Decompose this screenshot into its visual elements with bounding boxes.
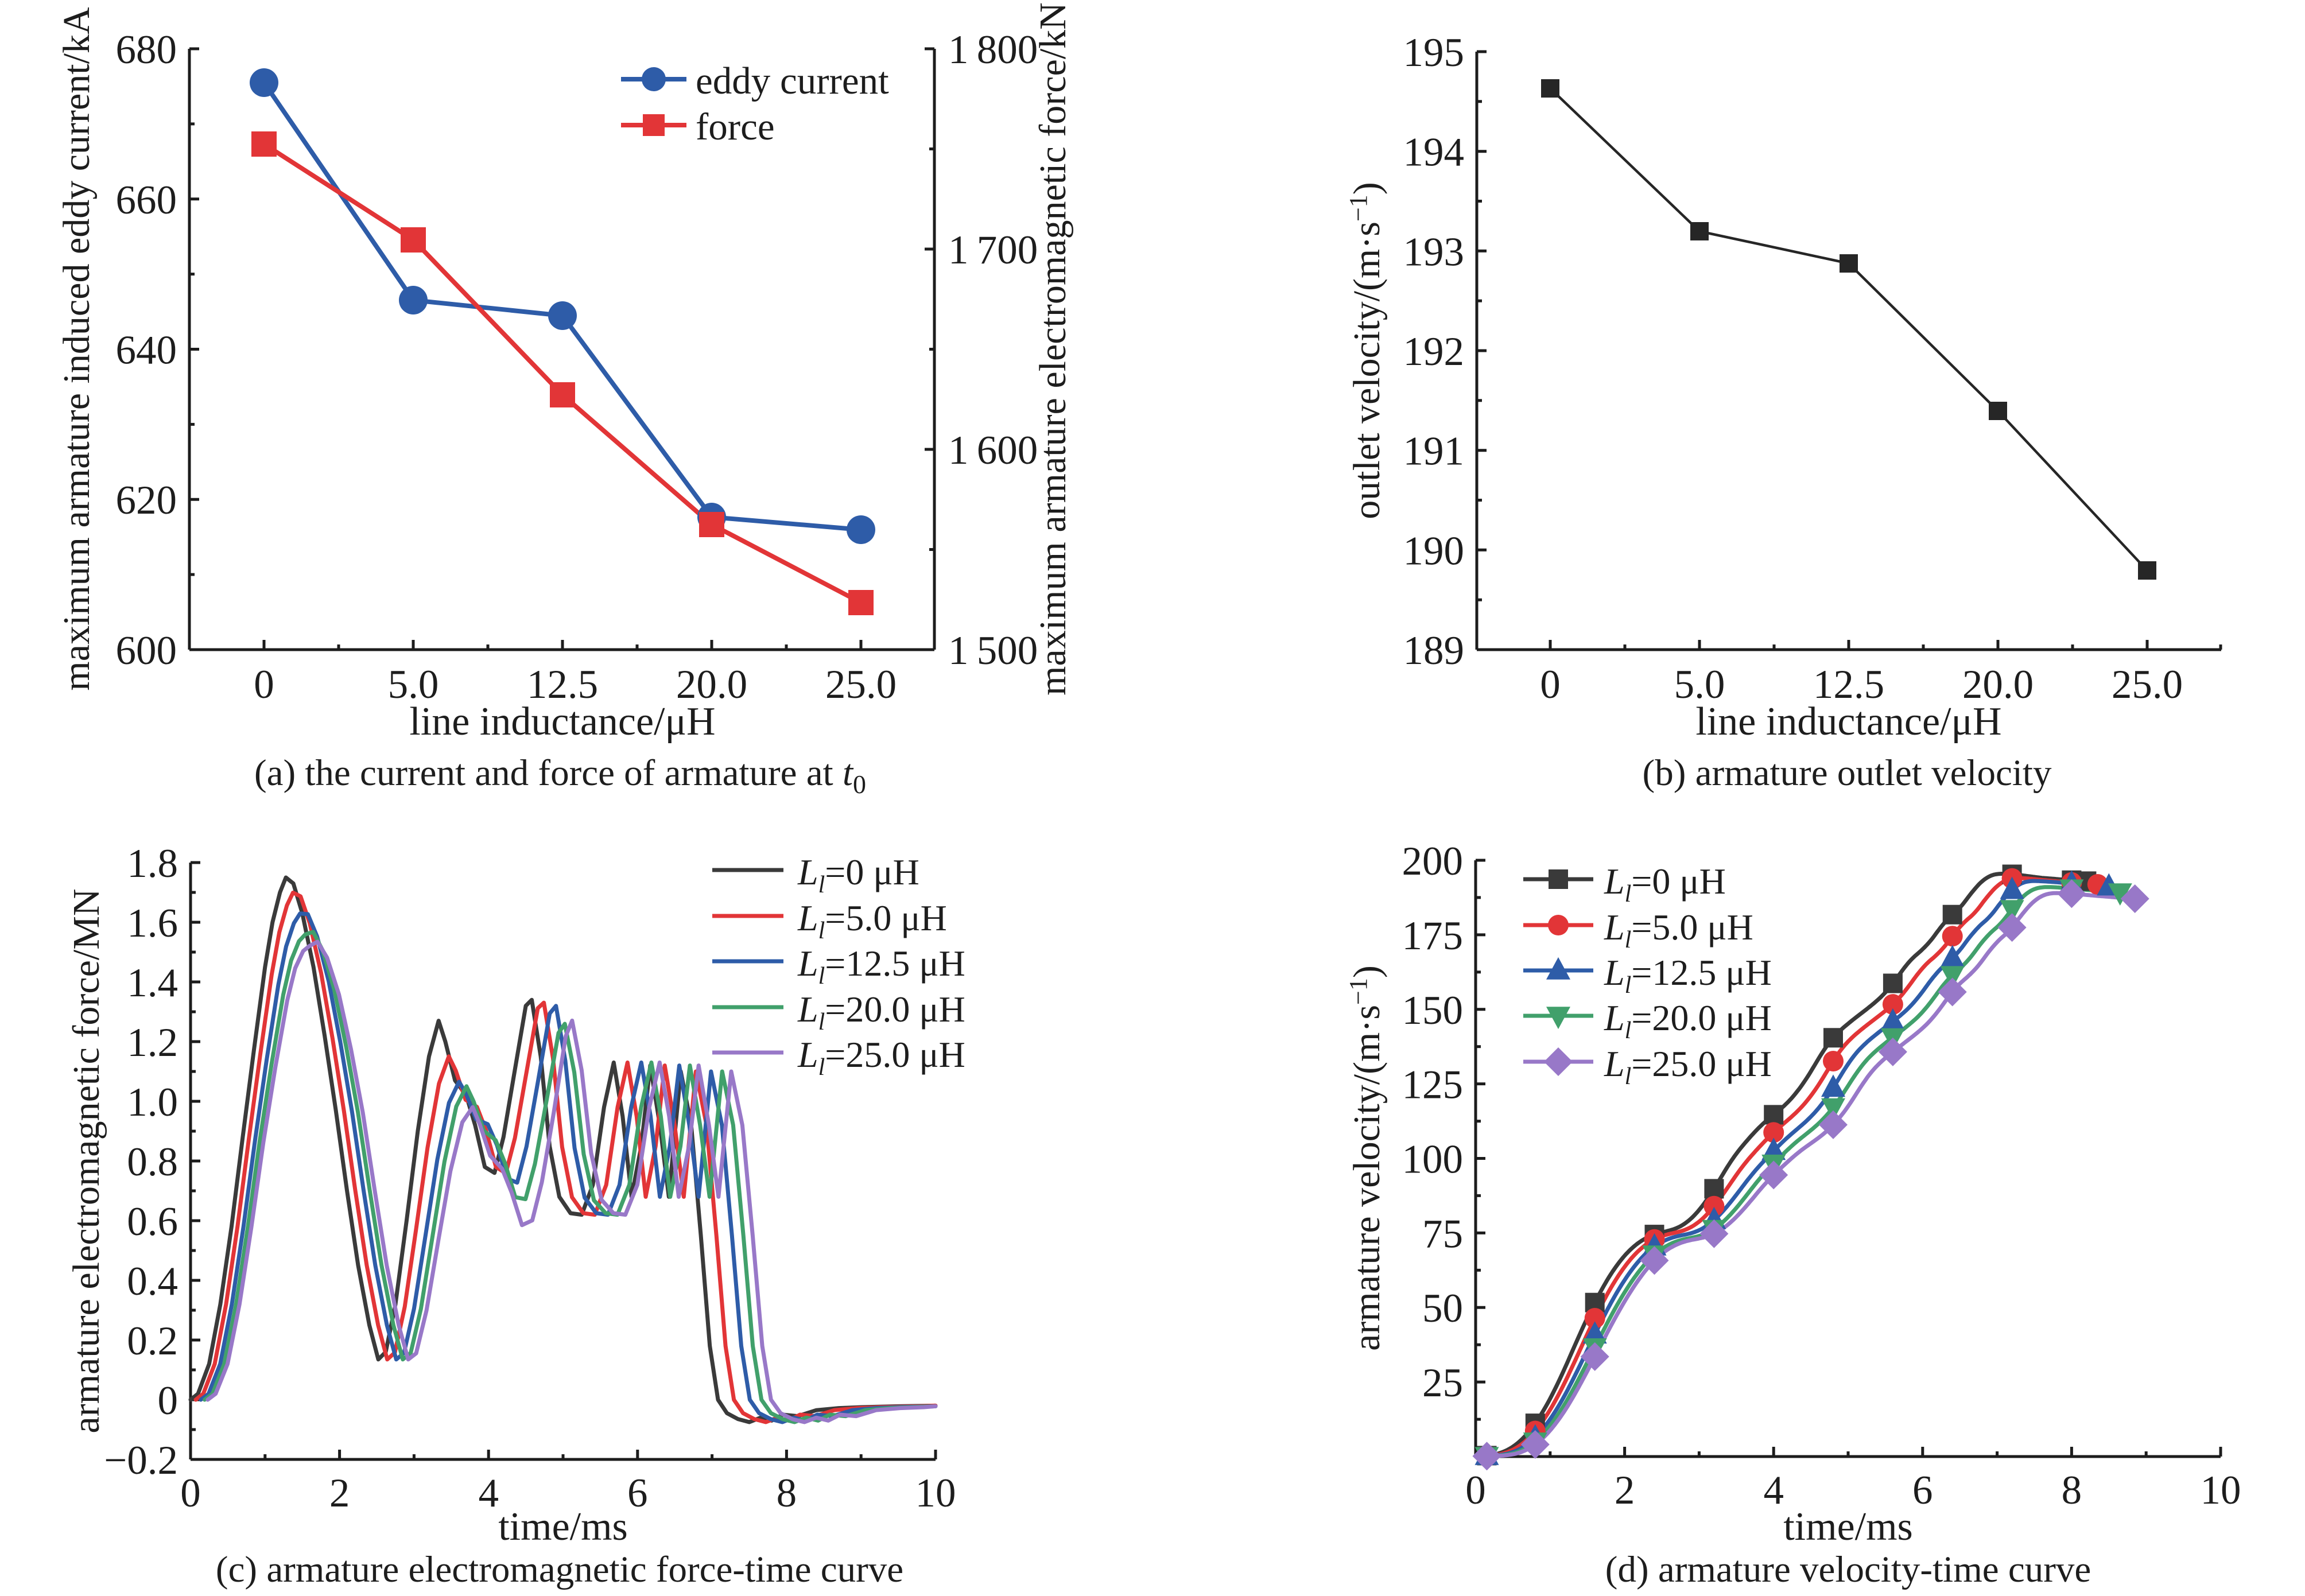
svg-text:175: 175 [1402,914,1464,958]
svg-text:outlet velocity/(m·s−1): outlet velocity/(m·s−1) [1344,182,1388,519]
svg-text:Ll=25.0 μH: Ll=25.0 μH [1604,1043,1772,1090]
svg-text:190: 190 [1403,529,1465,573]
svg-text:Ll=12.5 μH: Ll=12.5 μH [797,943,965,989]
svg-text:4: 4 [478,1471,499,1516]
svg-text:0: 0 [1540,662,1561,707]
svg-text:1 600: 1 600 [948,428,1038,473]
svg-text:6: 6 [1912,1468,1933,1513]
svg-text:25.0: 25.0 [2112,662,2183,707]
svg-text:20.0: 20.0 [1962,662,2034,707]
svg-text:1.4: 1.4 [127,961,178,1005]
svg-text:195: 195 [1403,30,1465,75]
svg-text:eddy current: eddy current [696,60,889,102]
svg-text:600: 600 [116,628,177,673]
svg-text:2: 2 [1615,1468,1635,1513]
svg-text:200: 200 [1402,839,1464,884]
svg-text:time/ms: time/ms [498,1505,628,1549]
svg-text:1.2: 1.2 [127,1020,178,1065]
svg-text:125: 125 [1402,1063,1464,1108]
svg-text:0.4: 0.4 [127,1259,178,1304]
svg-text:1 500: 1 500 [948,628,1038,673]
svg-text:1 800: 1 800 [948,28,1038,72]
svg-text:193: 193 [1403,230,1465,274]
svg-text:(d) armature velocity-time cur: (d) armature velocity-time curve [1605,1549,2091,1590]
svg-text:640: 640 [116,328,177,373]
svg-text:Ll=25.0 μH: Ll=25.0 μH [797,1034,965,1081]
svg-text:(c) armature electromagnetic f: (c) armature electromagnetic force-time … [216,1549,903,1590]
svg-text:Ll=0 μH: Ll=0 μH [1604,861,1726,907]
svg-text:680: 680 [116,28,177,72]
svg-text:191: 191 [1403,429,1465,474]
svg-text:194: 194 [1403,130,1465,175]
svg-text:0: 0 [1465,1468,1486,1513]
svg-text:Ll=5.0 μH: Ll=5.0 μH [797,898,947,944]
svg-text:0.6: 0.6 [127,1199,178,1244]
svg-text:150: 150 [1402,988,1464,1033]
svg-text:0: 0 [180,1471,201,1516]
svg-text:Ll=12.5 μH: Ll=12.5 μH [1604,952,1772,999]
svg-text:time/ms: time/ms [1783,1505,1913,1549]
svg-text:line inductance/μH: line inductance/μH [409,700,715,744]
svg-text:620: 620 [116,478,177,523]
svg-text:100: 100 [1402,1137,1464,1182]
svg-text:189: 189 [1403,628,1465,673]
svg-text:10: 10 [915,1471,956,1516]
svg-text:(b) armature outlet velocity: (b) armature outlet velocity [1643,752,2052,794]
svg-text:armature velocity/(m·s−1): armature velocity/(m·s−1) [1344,965,1388,1351]
svg-text:2: 2 [329,1471,350,1516]
svg-text:Ll=20.0 μH: Ll=20.0 μH [1604,997,1772,1044]
svg-text:8: 8 [777,1471,797,1516]
svg-text:25.0: 25.0 [825,662,897,707]
svg-text:0: 0 [158,1378,178,1423]
svg-text:5.0: 5.0 [388,662,439,707]
svg-text:660: 660 [116,178,177,223]
svg-text:8: 8 [2062,1468,2082,1513]
svg-text:Ll=0 μH: Ll=0 μH [797,852,919,898]
svg-text:(a) the current and force of a: (a) the current and force of armature at… [254,752,866,799]
svg-text:25: 25 [1422,1361,1463,1405]
svg-text:12.5: 12.5 [1813,662,1884,707]
svg-text:0: 0 [254,662,274,707]
svg-text:192: 192 [1403,329,1465,374]
svg-text:6: 6 [627,1471,648,1516]
svg-text:force: force [696,106,775,148]
svg-text:5.0: 5.0 [1674,662,1725,707]
svg-text:1.8: 1.8 [127,841,178,886]
svg-text:line inductance/μH: line inductance/μH [1695,700,2001,744]
svg-text:50: 50 [1422,1286,1463,1331]
svg-text:Ll=20.0 μH: Ll=20.0 μH [797,989,965,1035]
svg-text:75: 75 [1422,1211,1463,1256]
svg-text:−0.2: −0.2 [104,1438,178,1483]
svg-text:0.8: 0.8 [127,1140,178,1185]
svg-text:20.0: 20.0 [676,662,747,707]
svg-text:Ll=5.0 μH: Ll=5.0 μH [1604,907,1753,953]
svg-text:armature electromagnetic force: armature electromagnetic force/MN [65,888,107,1433]
svg-text:maximum armature induced eddy: maximum armature induced eddy current/kA [56,7,98,691]
svg-text:1.0: 1.0 [127,1080,178,1125]
svg-text:1.6: 1.6 [127,901,178,946]
svg-text:12.5: 12.5 [527,662,598,707]
svg-text:1 700: 1 700 [948,228,1038,273]
svg-text:4: 4 [1763,1468,1784,1513]
svg-text:maximum armature electromagnet: maximum armature electromagnetic force/k… [1032,2,1074,696]
svg-text:0.2: 0.2 [127,1319,178,1364]
svg-text:10: 10 [2201,1468,2241,1513]
